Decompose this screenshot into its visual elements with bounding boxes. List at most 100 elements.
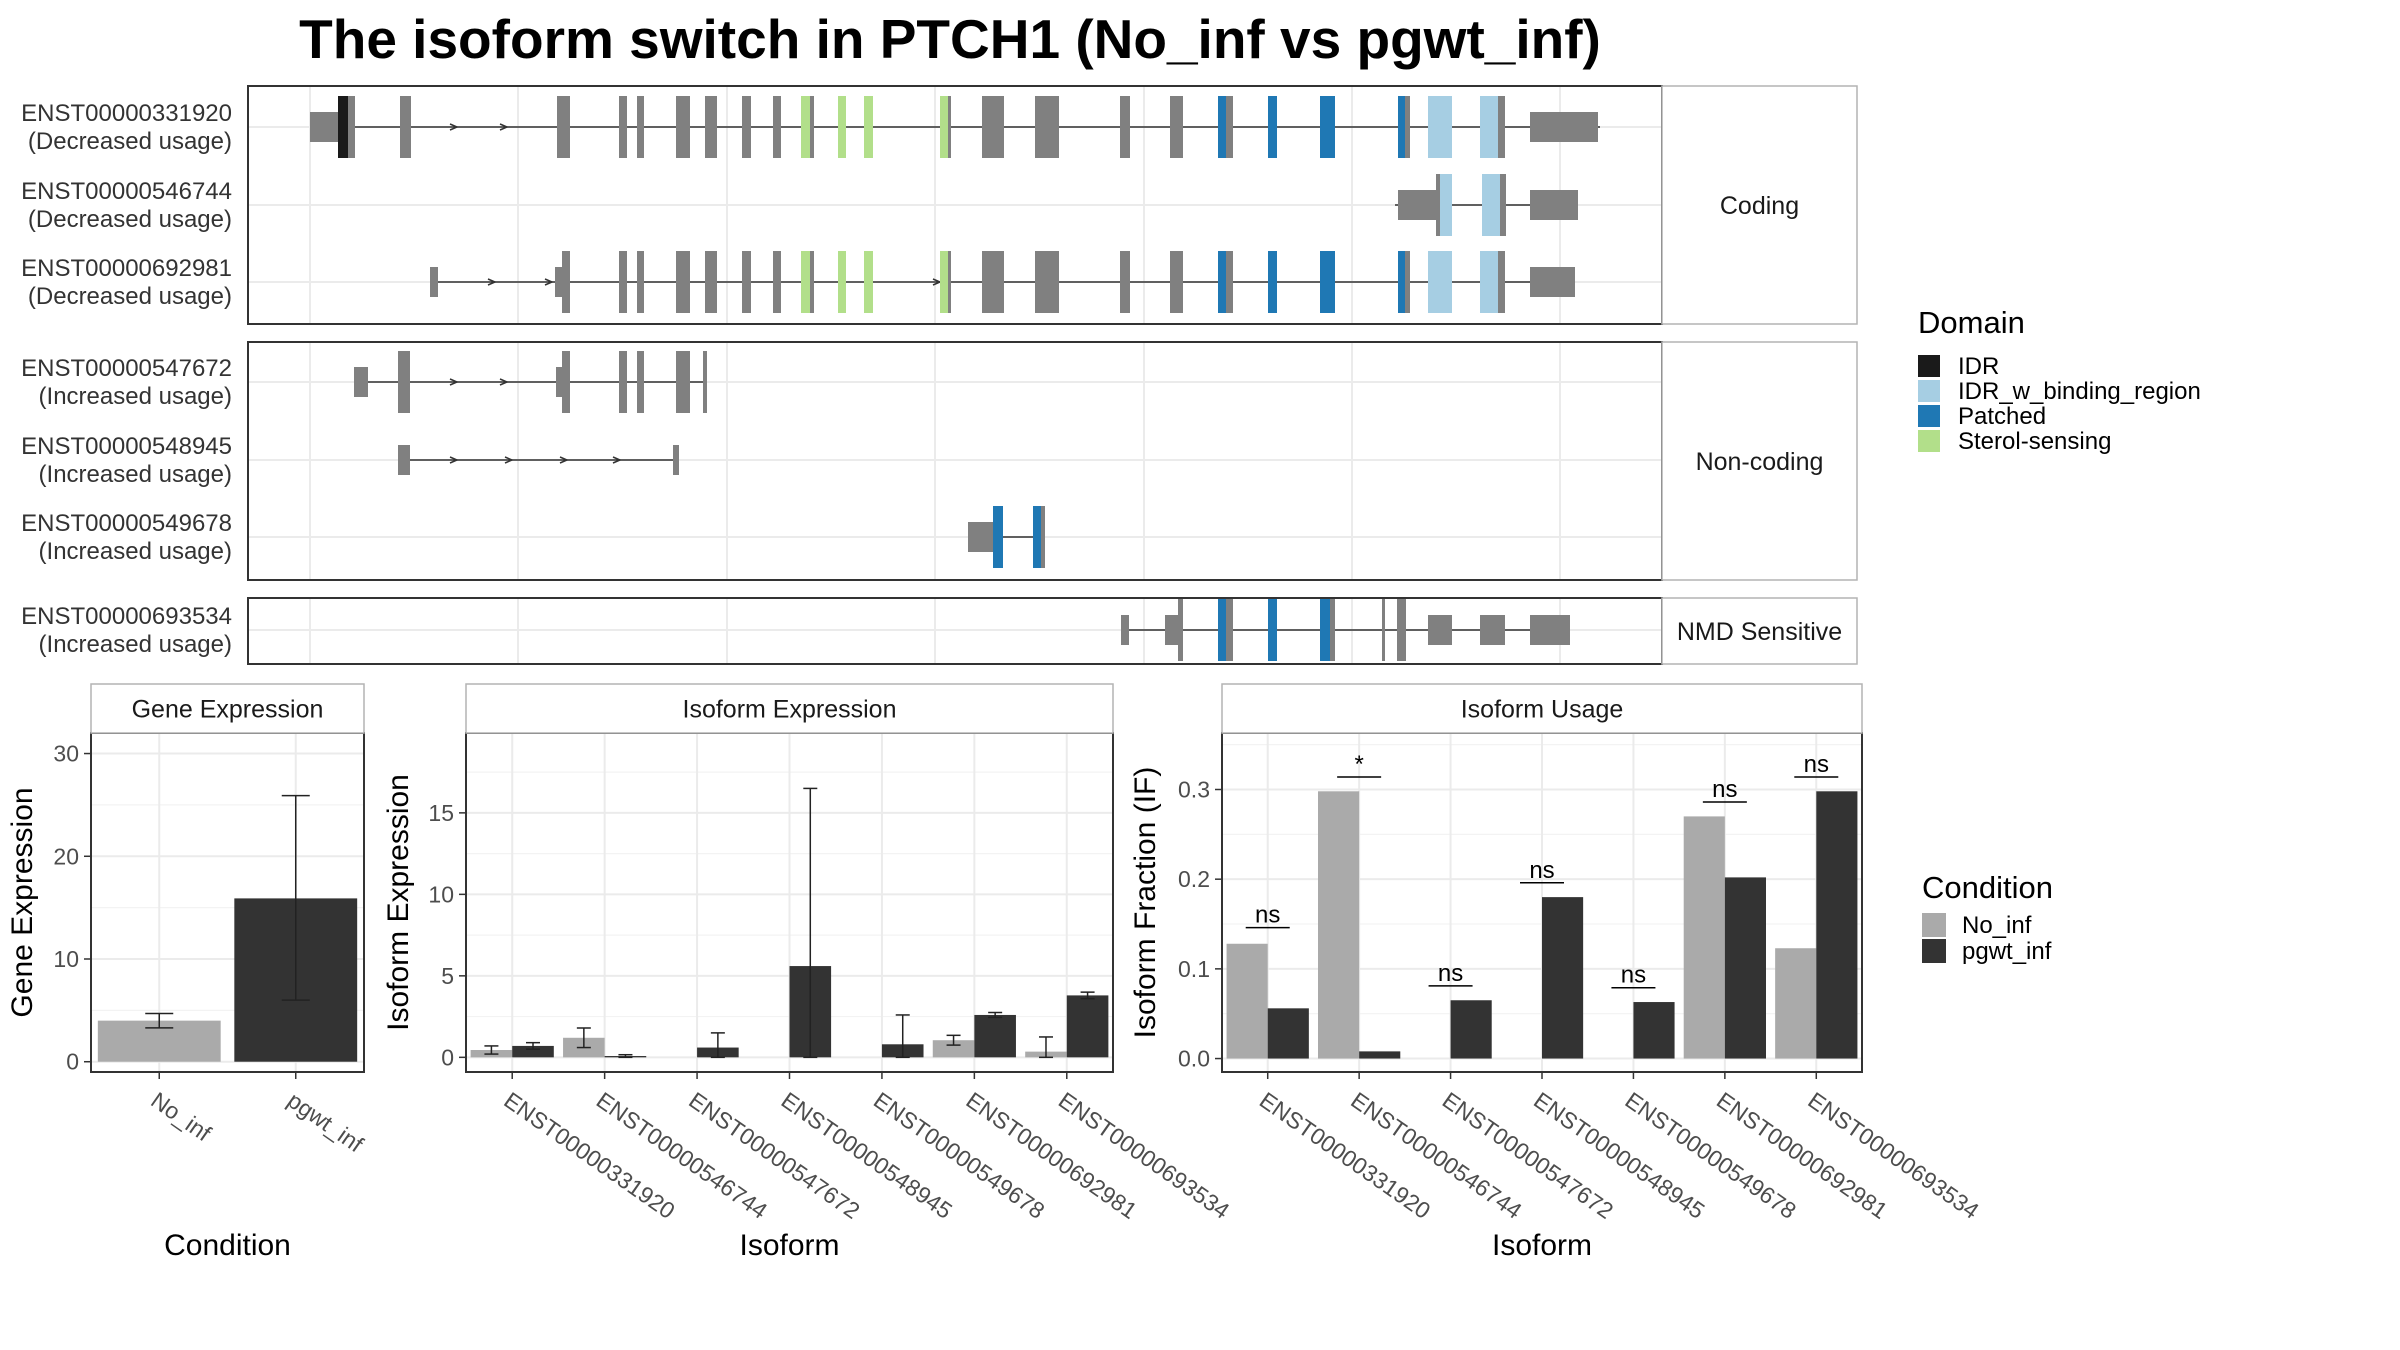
significance-label: ns bbox=[1529, 857, 1554, 884]
bar bbox=[1359, 1051, 1401, 1059]
panel-strip bbox=[1661, 341, 1858, 581]
exon-block bbox=[742, 96, 751, 158]
x-tick-label: ENST00000693534 bbox=[1803, 1087, 1984, 1224]
chart-title: Isoform Expression bbox=[683, 696, 897, 724]
isoform-structure-row bbox=[310, 96, 1600, 158]
exon-block bbox=[1121, 615, 1129, 645]
isoform-structure-row bbox=[968, 506, 1045, 568]
isoform-id-label: ENST00000548945 bbox=[21, 433, 232, 460]
domain-legend-label: IDR_w_binding_region bbox=[1958, 378, 2201, 405]
exon-block bbox=[1165, 615, 1178, 645]
exon-block bbox=[400, 96, 411, 158]
isoform-id-label: ENST00000693534 bbox=[21, 603, 232, 630]
exon-block bbox=[676, 251, 690, 313]
exon-block bbox=[742, 251, 751, 313]
x-tick-label: ENST00000549678 bbox=[1621, 1087, 1801, 1224]
exon-block bbox=[993, 506, 1003, 568]
x-axis-title: Condition bbox=[164, 1229, 291, 1262]
exon-block bbox=[1530, 190, 1578, 220]
y-tick-label: 0.2 bbox=[1178, 866, 1210, 892]
y-tick-label: 15 bbox=[428, 800, 454, 826]
exon-block bbox=[1428, 251, 1452, 313]
exon-block bbox=[1428, 615, 1452, 645]
exon-block bbox=[1482, 174, 1500, 236]
strand-arrow bbox=[612, 456, 622, 464]
exon-block bbox=[673, 445, 679, 475]
panel-strip bbox=[1661, 597, 1858, 665]
domain-legend: Domain IDRIDR_w_binding_regionPatchedSte… bbox=[1918, 305, 2201, 455]
exon-block bbox=[1226, 251, 1233, 313]
y-tick-label: 20 bbox=[53, 843, 79, 869]
bar bbox=[1226, 943, 1268, 1059]
gene-expression-chart: Gene Expression 0 10 20 30 No_inf pgwt_inf Gene… bbox=[6, 683, 368, 1262]
exon-block bbox=[1320, 251, 1335, 313]
bar bbox=[1816, 791, 1858, 1059]
isoform-usage-label: (Increased usage) bbox=[39, 538, 232, 565]
exon-block bbox=[1382, 599, 1385, 661]
exon-block bbox=[1320, 96, 1335, 158]
y-tick-label: 0.1 bbox=[1178, 956, 1210, 982]
chart-title: Isoform Usage bbox=[1461, 696, 1624, 724]
exon-block bbox=[1268, 96, 1277, 158]
exon-block bbox=[1498, 96, 1505, 158]
exon-block bbox=[555, 267, 562, 297]
exon-block bbox=[310, 112, 338, 142]
exon-block bbox=[430, 267, 438, 297]
condition-legend-key bbox=[1922, 939, 1946, 963]
isoform-id-label: ENST00000331920 bbox=[21, 100, 232, 127]
bar bbox=[1724, 877, 1766, 1059]
domain-legend-key bbox=[1918, 355, 1940, 377]
y-tick-label: 0.0 bbox=[1178, 1046, 1210, 1072]
isoform-id-label: ENST00000546744 bbox=[21, 178, 232, 205]
exon-block bbox=[1530, 267, 1575, 297]
exon-block bbox=[1530, 615, 1570, 645]
exon-block bbox=[864, 96, 873, 158]
exon-block bbox=[354, 367, 368, 397]
y-axis-title: Isoform Expression bbox=[382, 774, 415, 1031]
strand-arrow bbox=[504, 456, 514, 464]
exon-block bbox=[1397, 599, 1406, 661]
isoform-usage-label: (Increased usage) bbox=[39, 461, 232, 488]
panel-strip-label: Coding bbox=[1720, 192, 1799, 220]
isoform-usage-label: (Decreased usage) bbox=[28, 283, 232, 310]
isoform-id-label: ENST00000547672 bbox=[21, 355, 232, 382]
exon-block bbox=[676, 96, 690, 158]
exon-block bbox=[619, 351, 627, 413]
exon-block bbox=[1218, 96, 1226, 158]
exon-block bbox=[810, 96, 814, 158]
x-axis-title: Isoform bbox=[1492, 1229, 1592, 1262]
strand-arrow bbox=[449, 456, 459, 464]
exon-block bbox=[1218, 251, 1226, 313]
exon-block bbox=[557, 96, 570, 158]
figure-title: The isoform switch in PTCH1 (No_inf vs p… bbox=[299, 8, 1601, 70]
exon-block bbox=[1480, 615, 1505, 645]
isoform-usage-chart: ns * ns ns ns ns ns Isoform Usage 0.0 0.1 0.2 0.3 EN… bbox=[1129, 683, 1984, 1262]
exon-block bbox=[982, 96, 1004, 158]
exon-block bbox=[637, 251, 644, 313]
exon-block bbox=[968, 522, 993, 552]
exon-block bbox=[1178, 599, 1183, 661]
exon-block bbox=[619, 96, 627, 158]
domain-legend-label: IDR bbox=[1958, 353, 1999, 380]
bar bbox=[1267, 1008, 1309, 1059]
exon-block bbox=[1405, 96, 1410, 158]
panel-strip-label: NMD Sensitive bbox=[1677, 618, 1842, 646]
x-tick-label: ENST00000331920 bbox=[1255, 1087, 1435, 1224]
bar bbox=[974, 1014, 1016, 1058]
x-tick-label: No_inf bbox=[146, 1087, 216, 1147]
exon-block bbox=[1218, 599, 1226, 661]
strand-arrow bbox=[487, 278, 497, 286]
exon-block bbox=[703, 351, 707, 413]
bar bbox=[1633, 1002, 1675, 1059]
x-tick-label: ENST00000546744 bbox=[592, 1087, 773, 1224]
isoform-structure-row bbox=[1121, 599, 1570, 661]
isoform-structure-labels: ENST00000331920 (Decreased usage) ENST0000… bbox=[21, 100, 232, 658]
bar bbox=[512, 1045, 554, 1058]
significance-label: ns bbox=[1712, 776, 1737, 803]
exon-block bbox=[348, 96, 355, 158]
exon-block bbox=[1226, 96, 1233, 158]
x-tick-label: ENST00000548945 bbox=[1529, 1087, 1709, 1224]
exon-block bbox=[1480, 251, 1498, 313]
bar bbox=[1450, 1000, 1492, 1059]
